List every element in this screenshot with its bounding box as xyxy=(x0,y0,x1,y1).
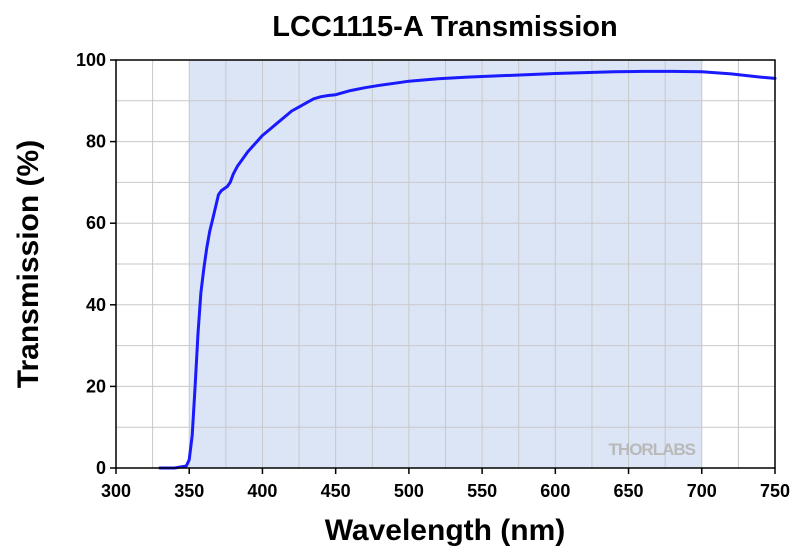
tick-label-layer: 300 350 400 450 500 550 600 650 700 750 0 20 40 60 80 1… xyxy=(76,50,790,501)
tick-layer xyxy=(110,59,776,474)
series-line-0 xyxy=(158,69,777,470)
y-tick-label: 40 xyxy=(86,295,106,315)
series-layer xyxy=(158,69,777,470)
x-tick-label: 700 xyxy=(687,481,717,501)
x-tick-label: 450 xyxy=(321,481,351,501)
x-axis-label: Wavelength (nm) xyxy=(325,514,566,547)
x-tick-label: 750 xyxy=(760,481,790,501)
grid-layer xyxy=(116,60,775,468)
y-tick-label: 80 xyxy=(86,132,106,152)
watermark-logo: THORLABS xyxy=(609,440,696,459)
plot-frame xyxy=(115,59,776,469)
x-tick-label: 350 xyxy=(174,481,204,501)
y-tick-label: 60 xyxy=(86,213,106,233)
x-tick-label: 300 xyxy=(101,481,131,501)
x-tick-label: 500 xyxy=(394,481,424,501)
x-tick-label: 550 xyxy=(467,481,497,501)
x-tick-label: 600 xyxy=(540,481,570,501)
chart-title: LCC1115-A Transmission xyxy=(272,11,617,43)
x-tick-label: 650 xyxy=(614,481,644,501)
y-tick-label: 100 xyxy=(76,50,106,70)
y-tick-label: 0 xyxy=(96,458,106,478)
y-axis-label: Transmission (%) xyxy=(12,140,45,388)
plot-frame-layer xyxy=(115,59,776,469)
y-tick-label: 20 xyxy=(86,376,106,396)
x-tick-label: 400 xyxy=(247,481,277,501)
